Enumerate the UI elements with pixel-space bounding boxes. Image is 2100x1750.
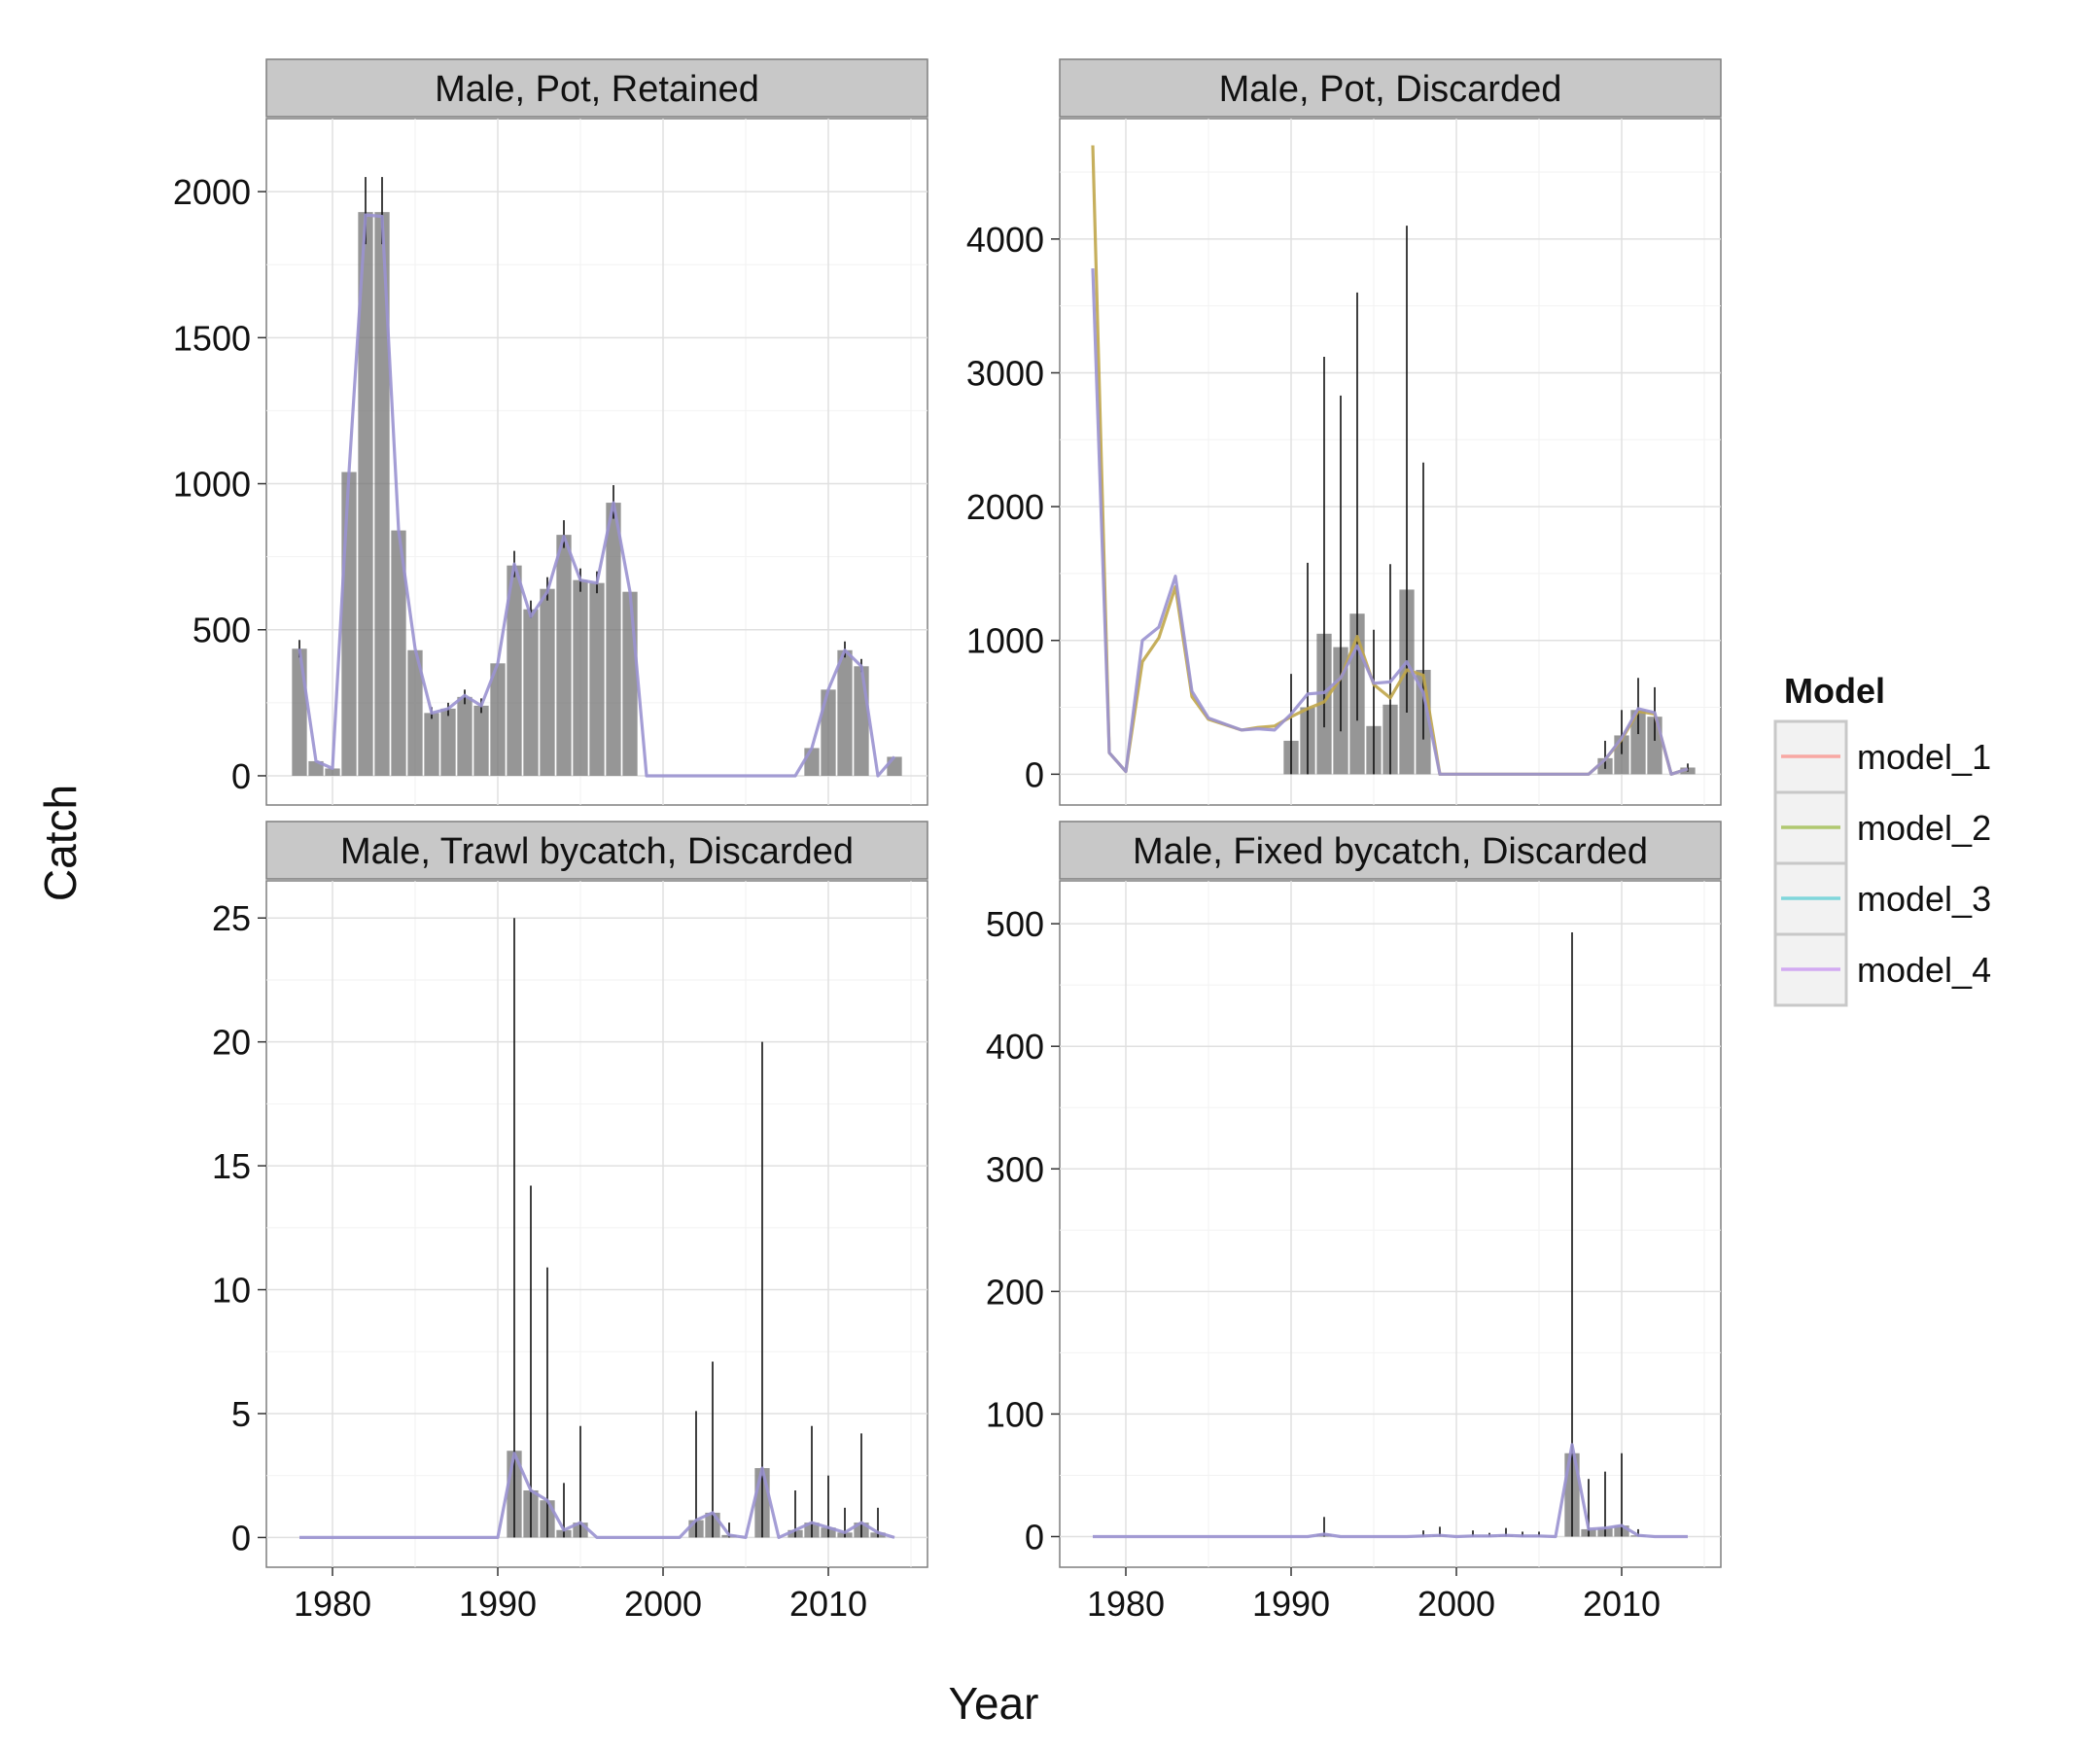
- catch-bar: [837, 649, 853, 776]
- panel-background: [265, 880, 928, 1568]
- y-tick-label: 4000: [966, 220, 1044, 260]
- catch-bar: [358, 212, 373, 776]
- y-tick-label: 2000: [173, 172, 251, 212]
- y-tick-label: 500: [192, 611, 251, 650]
- legend-label: model_2: [1857, 808, 1991, 848]
- catch-bar: [308, 760, 324, 776]
- y-tick-label: 0: [1025, 1517, 1044, 1557]
- catch-bar: [573, 579, 588, 776]
- model-fit-line: [1091, 268, 1689, 776]
- y-tick-label: 25: [212, 898, 251, 938]
- x-tick-label: 2000: [1418, 1584, 1495, 1624]
- catch-bar: [473, 705, 489, 776]
- facet-panel: 0 1000 2000 3000 4000 Male, Pot, Discarded: [966, 58, 1722, 806]
- x-tick-label: 1990: [1252, 1584, 1330, 1624]
- catch-bar: [556, 535, 572, 776]
- y-tick-label: 500: [986, 904, 1044, 944]
- facet-title: Male, Pot, Discarded: [1219, 69, 1562, 110]
- catch-bar: [407, 649, 423, 776]
- catch-bar: [424, 713, 439, 776]
- y-tick-label: 400: [986, 1027, 1044, 1067]
- facet-title: Male, Fixed bycatch, Discarded: [1133, 831, 1648, 872]
- y-tick-label: 5: [231, 1394, 251, 1434]
- catch-bar: [854, 666, 869, 776]
- catch-bar: [589, 582, 605, 776]
- facet-title: Male, Trawl bycatch, Discarded: [340, 831, 854, 872]
- facet-strip: [1059, 58, 1722, 118]
- catch-bar: [457, 696, 472, 776]
- y-tick-label: 10: [212, 1271, 251, 1311]
- catch-bar: [523, 609, 539, 776]
- y-tick-label: 3000: [966, 353, 1044, 393]
- x-tick-label: 2010: [789, 1584, 867, 1624]
- model-fit-line: [1093, 1443, 1688, 1539]
- facet-panel: 0 100 200 300 400 500 1980 1990 2000 2010 Male, Fi…: [986, 821, 1722, 1624]
- legend-label: model_1: [1857, 737, 1991, 777]
- catch-bar: [490, 663, 506, 776]
- y-tick-label: 15: [212, 1146, 251, 1186]
- legend-title: Model: [1784, 671, 1885, 711]
- legend-label: model_4: [1857, 950, 1991, 990]
- y-tick-label: 1500: [173, 318, 251, 358]
- catch-bar: [606, 503, 621, 776]
- facet-strip: [1059, 821, 1722, 880]
- x-tick-label: 1980: [1087, 1584, 1165, 1624]
- facet-panel: 0 5 10 15 20 25 1980 1990 2000 2010 Male, Trawl by…: [212, 821, 928, 1624]
- catch-bar: [325, 768, 340, 776]
- catch-bar: [887, 756, 902, 776]
- model-fit-line: [299, 1452, 895, 1539]
- y-tick-label: 100: [986, 1394, 1044, 1434]
- catch-bar: [540, 588, 555, 776]
- x-tick-label: 2010: [1583, 1584, 1661, 1624]
- y-tick-label: 0: [1025, 754, 1044, 794]
- model-fit-line: [298, 213, 896, 778]
- x-tick-label: 1980: [294, 1584, 371, 1624]
- panel-background: [1059, 880, 1722, 1568]
- x-tick-label: 1990: [459, 1584, 537, 1624]
- catch-bar: [440, 708, 456, 776]
- facet-panel: 0 500 1000 1500 2000 Male, Pot, Retained: [173, 58, 928, 806]
- catch-bar: [804, 748, 820, 776]
- catch-bar: [821, 689, 836, 776]
- y-tick-label: 1000: [173, 465, 251, 505]
- legend-items: model_1 model_2 model_3 model_4: [1773, 719, 1991, 1007]
- y-tick-label: 300: [986, 1149, 1044, 1189]
- x-axis-title: Year: [949, 1678, 1039, 1729]
- x-tick-label: 2000: [624, 1584, 702, 1624]
- catch-bar: [341, 472, 357, 776]
- catch-bar: [1630, 710, 1646, 775]
- facet-title: Male, Pot, Retained: [435, 69, 759, 110]
- facet-strip: [265, 821, 928, 880]
- legend: Model model_1 model_2 model_3 model_4: [1773, 671, 1991, 1007]
- catch-bar: [391, 530, 406, 776]
- y-tick-label: 0: [231, 756, 251, 796]
- catch-bar: [622, 591, 638, 776]
- catch-bar: [507, 565, 522, 776]
- y-tick-label: 200: [986, 1272, 1044, 1312]
- y-tick-label: 20: [212, 1023, 251, 1063]
- catch-bar: [374, 212, 390, 776]
- legend-label: model_3: [1857, 879, 1991, 919]
- y-axis-title: Catch: [35, 785, 86, 901]
- y-tick-label: 1000: [966, 621, 1044, 661]
- catch-bar: [292, 648, 307, 776]
- facet-strip: [265, 58, 928, 118]
- y-tick-label: 2000: [966, 487, 1044, 527]
- y-tick-label: 0: [231, 1518, 251, 1558]
